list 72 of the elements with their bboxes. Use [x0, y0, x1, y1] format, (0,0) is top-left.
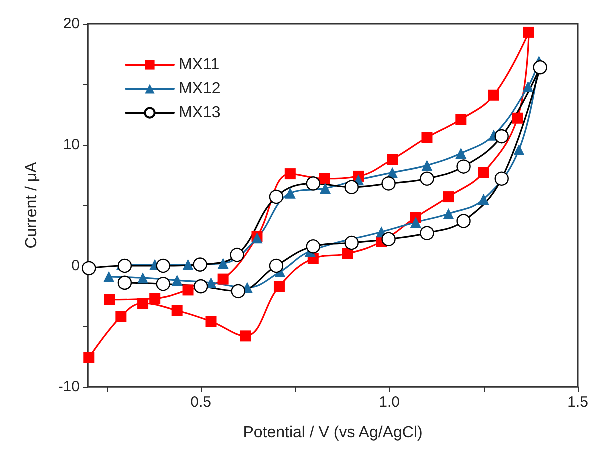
point	[422, 132, 433, 144]
y-axis-title: Current / μA	[24, 162, 40, 249]
point	[274, 281, 285, 292]
point	[118, 276, 132, 290]
point	[524, 26, 534, 38]
point	[512, 112, 524, 124]
y-tick-label: 20	[63, 16, 80, 32]
point	[182, 259, 194, 270]
point	[284, 188, 296, 199]
point	[182, 284, 194, 296]
x-tick-label: 1.5	[568, 394, 588, 411]
x-tick-label: 1.0	[379, 394, 400, 411]
point	[387, 154, 398, 166]
point	[138, 272, 149, 284]
point	[172, 305, 183, 316]
legend-label: MX13	[179, 104, 221, 122]
point	[382, 176, 396, 191]
point	[443, 192, 454, 203]
point	[104, 294, 116, 306]
point	[206, 316, 217, 328]
y-tick-label: 0	[72, 258, 80, 274]
point	[342, 248, 354, 260]
point	[478, 167, 490, 178]
point	[172, 275, 183, 286]
point	[514, 144, 525, 156]
point	[382, 232, 396, 246]
point	[420, 172, 434, 186]
point	[344, 180, 359, 194]
x-tick-label: 0.5	[190, 394, 212, 411]
point	[488, 90, 500, 101]
point	[443, 208, 454, 220]
point	[218, 258, 229, 270]
point	[284, 168, 296, 180]
point	[420, 226, 434, 240]
point	[306, 240, 320, 254]
point	[456, 160, 471, 174]
point	[494, 172, 509, 186]
point	[319, 173, 330, 184]
point	[240, 330, 252, 342]
point	[456, 114, 467, 126]
point	[84, 352, 95, 364]
point	[320, 183, 331, 194]
point	[194, 279, 208, 294]
point	[494, 129, 509, 144]
point	[478, 194, 490, 205]
legend-label: MX12	[179, 80, 221, 98]
point	[193, 258, 208, 272]
point	[269, 258, 284, 274]
point	[422, 160, 433, 172]
legend-label: MX11	[179, 56, 220, 74]
point	[456, 214, 471, 228]
point	[456, 148, 467, 159]
point	[344, 236, 359, 250]
point	[138, 298, 149, 310]
point	[230, 248, 244, 262]
point	[118, 258, 132, 274]
y-tick-label: -10	[58, 378, 80, 396]
point	[533, 60, 548, 75]
y-tick-label: 10	[63, 136, 80, 154]
point	[104, 271, 115, 282]
point	[116, 311, 127, 322]
point	[306, 176, 320, 191]
point	[522, 81, 534, 92]
point	[410, 216, 422, 228]
point	[231, 284, 246, 299]
x-axis-title: Potential / V (vs Ag/AgCl)	[243, 424, 423, 442]
point	[156, 277, 170, 292]
point	[269, 190, 284, 204]
point	[218, 274, 229, 285]
point	[82, 261, 96, 276]
point	[156, 258, 170, 274]
point	[150, 293, 161, 304]
